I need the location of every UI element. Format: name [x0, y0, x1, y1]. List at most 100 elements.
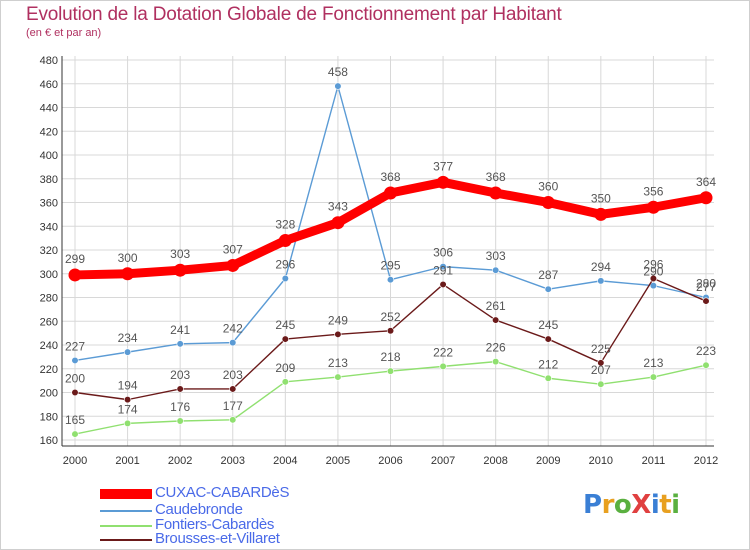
data-point — [594, 207, 608, 221]
data-label: 303 — [170, 247, 190, 261]
data-point — [597, 359, 605, 367]
data-label: 343 — [328, 200, 348, 214]
y-tick-label: 320 — [40, 245, 58, 257]
data-point — [439, 362, 447, 370]
data-label: 226 — [486, 341, 506, 355]
x-tick-label: 2004 — [273, 455, 297, 467]
data-label: 213 — [328, 356, 348, 370]
data-label: 303 — [486, 249, 506, 263]
data-label: 287 — [538, 268, 558, 282]
logo-letter: o — [613, 490, 632, 520]
data-label: 368 — [486, 170, 506, 184]
x-tick-label: 2012 — [694, 455, 718, 467]
legend-swatch — [100, 510, 152, 512]
data-label: 212 — [538, 357, 558, 371]
legend-swatch — [100, 525, 152, 527]
proxiti-logo: ProXiti — [583, 490, 680, 520]
logo-letter: r — [601, 490, 615, 520]
legend-label: Brousses-et-Villaret — [155, 530, 280, 547]
data-point — [176, 417, 184, 425]
data-label: 249 — [328, 313, 348, 327]
y-tick-label: 220 — [40, 364, 58, 376]
data-label: 296 — [275, 258, 295, 272]
data-label: 165 — [65, 413, 85, 427]
data-label: 328 — [275, 218, 295, 232]
data-label: 350 — [591, 191, 611, 205]
data-point — [123, 419, 132, 427]
data-point — [229, 339, 237, 347]
data-label: 280 — [696, 277, 716, 291]
data-label: 295 — [380, 259, 400, 273]
legend-label: CUXAC-CABARDèS — [155, 484, 290, 501]
data-point — [229, 385, 237, 393]
data-label: 242 — [223, 322, 243, 336]
data-point — [121, 267, 135, 281]
data-point — [281, 378, 289, 386]
data-point — [334, 330, 342, 338]
data-label: 368 — [380, 170, 400, 184]
y-tick-label: 460 — [40, 79, 58, 91]
data-point — [386, 367, 395, 375]
data-label: 177 — [223, 399, 243, 413]
data-point — [699, 191, 713, 205]
data-point — [386, 276, 395, 284]
x-tick-label: 2007 — [431, 455, 455, 467]
logo-letter: P — [583, 490, 602, 520]
data-label: 218 — [380, 350, 400, 364]
data-point — [439, 280, 447, 289]
data-label: 225 — [591, 342, 611, 356]
y-tick-label: 400 — [40, 150, 58, 162]
data-point — [436, 175, 450, 189]
data-label: 291 — [433, 263, 453, 277]
data-point — [646, 200, 660, 214]
data-label: 234 — [118, 331, 138, 345]
y-tick-label: 300 — [40, 269, 58, 281]
data-point — [123, 348, 132, 356]
data-label: 356 — [643, 184, 663, 198]
data-label: 194 — [118, 379, 138, 393]
data-label: 261 — [486, 299, 506, 313]
x-tick-label: 2005 — [326, 455, 350, 467]
data-point — [68, 268, 82, 282]
data-label: 458 — [328, 65, 348, 79]
data-point — [334, 373, 342, 381]
data-label: 364 — [696, 175, 716, 189]
data-point — [492, 316, 500, 324]
data-label: 245 — [275, 318, 295, 332]
x-tick-label: 2003 — [221, 455, 245, 467]
x-tick-label: 2011 — [642, 455, 666, 467]
data-point — [544, 374, 552, 382]
y-tick-label: 200 — [40, 388, 58, 400]
data-label: 296 — [643, 258, 663, 272]
data-label: 222 — [433, 345, 453, 359]
data-label: 290 — [643, 265, 663, 279]
data-point — [386, 327, 395, 335]
data-label: 209 — [275, 361, 295, 375]
data-label: 227 — [65, 339, 85, 353]
data-point — [281, 274, 289, 283]
x-tick-label: 2001 — [115, 455, 139, 467]
data-point — [702, 297, 710, 305]
data-label: 377 — [433, 159, 453, 173]
x-tick-label: 2002 — [168, 455, 192, 467]
logo-letter: i — [671, 490, 680, 520]
data-label: 200 — [65, 372, 85, 386]
data-point — [544, 285, 552, 293]
y-tick-label: 260 — [40, 316, 58, 328]
y-tick-label: 340 — [40, 221, 58, 233]
data-point — [541, 196, 555, 209]
data-label: 307 — [223, 242, 243, 256]
y-tick-label: 280 — [40, 293, 58, 305]
data-point — [226, 258, 240, 272]
data-label: 241 — [170, 323, 190, 337]
data-point — [597, 277, 605, 285]
data-label: 207 — [591, 363, 611, 377]
data-label: 299 — [65, 252, 85, 266]
logo-letter: t — [659, 490, 672, 520]
data-label: 245 — [538, 318, 558, 332]
legend-swatch — [100, 489, 152, 499]
data-point — [544, 335, 552, 343]
y-tick-label: 420 — [40, 126, 58, 138]
data-point — [334, 82, 342, 90]
x-tick-label: 2006 — [378, 455, 402, 467]
